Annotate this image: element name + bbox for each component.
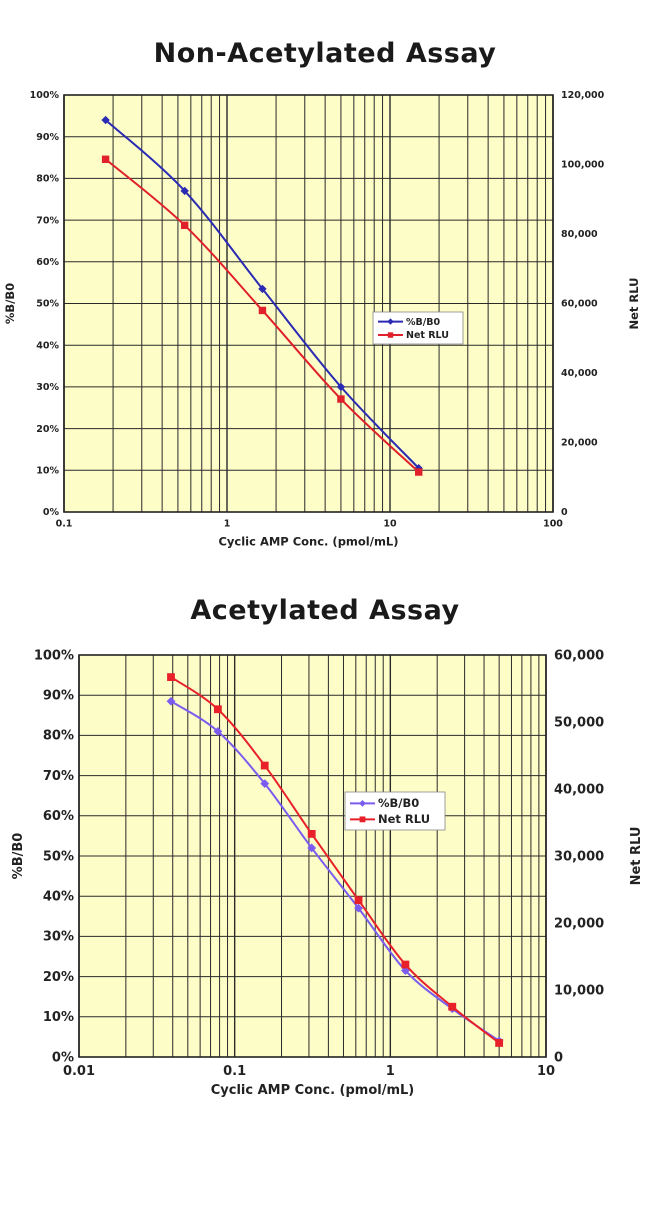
y2-tick-label: 20,000 (554, 916, 604, 931)
y-tick-label: 100% (34, 648, 74, 663)
y2-tick-label: 80,000 (561, 229, 598, 240)
data-point (213, 705, 222, 714)
y-tick-label: 60% (43, 809, 74, 824)
data-point (354, 896, 363, 905)
x-tick-label: 1 (224, 519, 231, 530)
series-line (170, 676, 500, 1044)
x-axis-label: Cyclic AMP Conc. (pmol/mL) (218, 535, 398, 549)
x-tick-label: 0.01 (63, 1064, 95, 1079)
x-tick-label: 0.1 (223, 1064, 246, 1079)
data-point (180, 221, 189, 230)
data-point (101, 115, 110, 125)
x-tick-label: 100 (543, 519, 563, 530)
x-tick-label: 10 (537, 1064, 555, 1079)
data-point (415, 468, 423, 476)
data-point (258, 284, 267, 294)
data-point (166, 696, 176, 706)
y-tick-label: 40% (43, 890, 74, 905)
data-point (258, 306, 267, 315)
y-tick-label: 80% (43, 729, 74, 744)
y2-tick-label: 20,000 (561, 438, 598, 449)
legend-box (372, 311, 464, 345)
legend: %B/B0 Net RLU (344, 791, 446, 831)
y2-tick-label: 100,000 (561, 160, 605, 171)
legend-marker (359, 800, 366, 807)
series-net-rlu (167, 673, 504, 1047)
y-tick-label: 100% (30, 90, 60, 101)
acetylated-assay-figure: Acetylated Assay 0% 10% 20% 30% 40% 50% 60% 70%… (0, 585, 650, 1125)
y-tick-label: 20% (36, 424, 59, 435)
y2-tick-label: 10,000 (554, 983, 604, 998)
y-tick-label: 10% (43, 1010, 74, 1025)
legend-label: Net RLU (406, 330, 449, 341)
data-point (337, 395, 345, 403)
x-tick-label: 10 (383, 519, 397, 530)
y-tick-label: 70% (36, 215, 59, 226)
y-tick-label: 40% (36, 340, 59, 351)
y2-tick-label: 60,000 (554, 648, 604, 663)
y2-axis-label: Net RLU (627, 277, 641, 329)
y-axis-label: %B/B0 (11, 833, 26, 880)
y2-tick-label: 50,000 (554, 715, 604, 730)
y2-tick-label: 60,000 (561, 299, 598, 310)
legend-marker (387, 318, 394, 325)
non-acetylated-assay-figure: Non-Acetylated Assay 0% 10% 20% 30% 40% 50% 60… (0, 0, 650, 570)
y-tick-label: 0% (52, 1050, 74, 1065)
y2-tick-label: 40,000 (561, 368, 598, 379)
series-line (170, 700, 500, 1042)
data-point (180, 186, 189, 196)
y-tick-label: 60% (36, 257, 59, 268)
legend-marker (387, 332, 394, 338)
x-tick-label: 0.1 (56, 519, 73, 530)
non-acetylated-chart: 0% 10% 20% 30% 40% 50% 60% 70% 80% 90% 100% 0 20,000… (3, 90, 641, 549)
data-point (495, 1039, 504, 1047)
y2-axis-label: Net RLU (629, 827, 644, 886)
y-tick-label: 90% (36, 132, 59, 143)
y-tick-label: 50% (36, 299, 59, 310)
chart-title: Non-Acetylated Assay (153, 38, 497, 69)
legend-marker (359, 816, 366, 823)
y2-tick-label: 30,000 (554, 849, 604, 864)
legend: %B/B0 Net RLU (372, 311, 464, 345)
y-tick-label: 50% (43, 849, 74, 864)
x-tick-label: 1 (386, 1064, 395, 1079)
data-point (101, 155, 110, 163)
data-point (260, 779, 270, 789)
y-axis-label: %B/B0 (3, 283, 17, 324)
legend-label: %B/B0 (406, 317, 440, 328)
legend-label: %B/B0 (378, 796, 419, 810)
data-point (401, 960, 410, 969)
plot-frame (78, 654, 547, 1058)
y-tick-label: 90% (43, 689, 74, 704)
legend-label: Net RLU (378, 812, 430, 826)
y2-tick-label: 40,000 (554, 782, 604, 797)
data-point (307, 829, 316, 838)
data-point (213, 726, 223, 736)
y-tick-label: 70% (43, 769, 74, 784)
acetylated-chart: 0% 10% 20% 30% 40% 50% 60% 70% 80% 90% 100% 0 10,000… (11, 648, 644, 1098)
y-tick-label: 80% (36, 174, 59, 185)
y-tick-label: 0% (43, 507, 60, 518)
plot-frame (63, 94, 554, 513)
y-tick-label: 30% (43, 930, 74, 945)
data-point (448, 1002, 457, 1011)
series-b-b0 (101, 115, 423, 473)
chart-title: Acetylated Assay (190, 595, 460, 626)
y-tick-label: 30% (36, 382, 59, 393)
series-net-rlu (101, 155, 423, 476)
data-point (260, 761, 269, 770)
legend-box (344, 791, 446, 831)
y-tick-label: 10% (36, 465, 59, 476)
x-axis-label: Cyclic AMP Conc. (pmol/mL) (211, 1083, 415, 1098)
data-point (336, 382, 346, 392)
y2-tick-label: 0 (561, 507, 568, 518)
y2-tick-label: 0 (554, 1050, 563, 1065)
data-point (167, 673, 175, 682)
y2-tick-label: 120,000 (561, 90, 605, 101)
y-tick-label: 20% (43, 970, 74, 985)
data-point (307, 843, 317, 853)
data-point (354, 903, 363, 913)
